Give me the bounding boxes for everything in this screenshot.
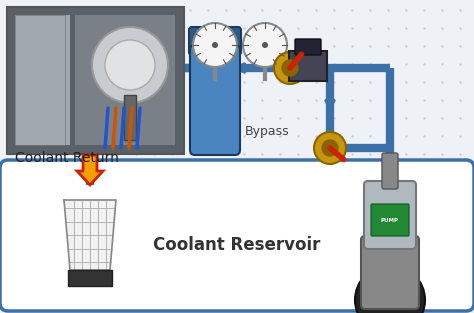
FancyArrow shape <box>77 155 103 185</box>
Circle shape <box>314 132 346 164</box>
Bar <box>124 95 136 140</box>
FancyBboxPatch shape <box>190 45 240 155</box>
FancyBboxPatch shape <box>289 51 327 81</box>
Circle shape <box>355 265 425 313</box>
Text: PUMP: PUMP <box>381 218 399 223</box>
Circle shape <box>322 140 338 156</box>
Polygon shape <box>64 200 116 270</box>
Text: Coolant Reservoir: Coolant Reservoir <box>153 236 321 254</box>
FancyBboxPatch shape <box>382 153 398 189</box>
Bar <box>75 15 175 145</box>
Circle shape <box>274 52 306 84</box>
FancyBboxPatch shape <box>295 39 321 55</box>
Circle shape <box>193 23 237 67</box>
Bar <box>68 270 112 286</box>
Circle shape <box>282 60 298 76</box>
FancyBboxPatch shape <box>0 160 474 311</box>
Circle shape <box>92 27 168 103</box>
Bar <box>15 15 65 145</box>
Circle shape <box>262 42 268 48</box>
Bar <box>15 15 70 145</box>
Circle shape <box>212 42 218 48</box>
FancyBboxPatch shape <box>371 204 409 236</box>
FancyBboxPatch shape <box>361 236 419 309</box>
FancyBboxPatch shape <box>364 181 416 249</box>
Text: Bypass: Bypass <box>245 125 290 138</box>
Circle shape <box>243 23 287 67</box>
FancyBboxPatch shape <box>7 7 184 154</box>
FancyBboxPatch shape <box>189 27 241 55</box>
Text: Coolant Return: Coolant Return <box>15 151 119 165</box>
Circle shape <box>105 40 155 90</box>
